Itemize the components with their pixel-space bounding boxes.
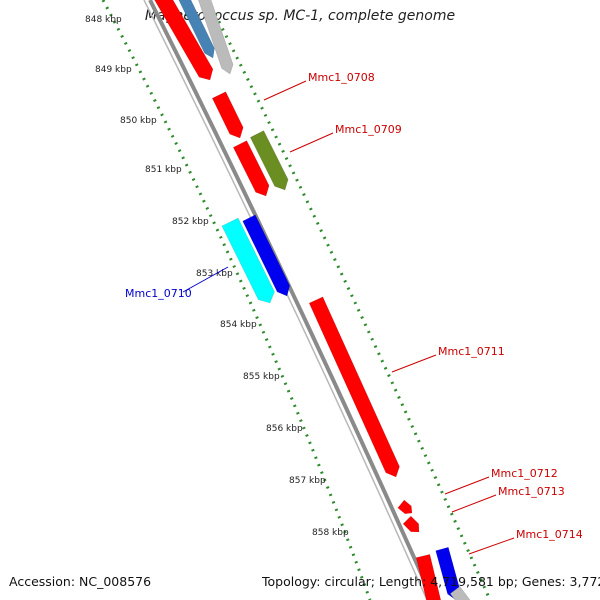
gene-box-mmc1-0710-cyan (221, 217, 275, 304)
gene-track (154, 0, 471, 600)
backbone-line-inner (143, 0, 428, 600)
gene-box-mmc1-0711 (308, 296, 400, 478)
leader-line-mmc1-0714 (468, 537, 515, 555)
gene-label-mmc1-0709[interactable]: Mmc1_0709 (335, 123, 402, 136)
gene-box-mmc1-0712 (397, 499, 413, 515)
kbp-ruler-2 (206, 0, 492, 600)
gene-label-mmc1-0710[interactable]: Mmc1_0710 (125, 287, 192, 300)
kbp-tick-label: 848 kbp (85, 15, 122, 25)
gene-box-top-gray (198, 0, 234, 75)
gene-box-mmc1-0708 (211, 91, 244, 139)
kbp-tick-label: 849 kbp (95, 65, 132, 75)
leader-line-mmc1-0711 (391, 354, 437, 373)
gene-label-mmc1-0714[interactable]: Mmc1_0714 (516, 528, 583, 541)
kbp-tick-label: 855 kbp (243, 372, 280, 382)
gene-box-mmc1-0710-blue (242, 214, 291, 297)
gene-box-bottom-gray (449, 585, 471, 600)
leader-line-mmc1-0708 (263, 80, 307, 101)
backbone-line-outer (148, 0, 435, 600)
kbp-tick-label: 854 kbp (220, 320, 257, 330)
leader-line-mmc1-0709 (289, 132, 334, 153)
gene-box-top-steel (178, 0, 215, 59)
kbp-tick-label: 856 kbp (266, 424, 303, 434)
gene-label-mmc1-0712[interactable]: Mmc1_0712 (491, 467, 558, 480)
gene-box-bottom-red (415, 554, 442, 600)
kbp-tick-label: 851 kbp (145, 165, 182, 175)
kbp-tick-label: 858 kbp (312, 528, 349, 538)
map-title: Magnetococcus sp. MC-1, complete genome (144, 8, 456, 24)
topology-text: Topology: circular; Length: 4,719,581 bp… (262, 574, 600, 589)
kbp-ruler-1 (101, 0, 372, 600)
gene-box-top-red (154, 0, 214, 81)
gene-box-mmc1-0709-b (249, 130, 289, 191)
gene-box-mmc1-0709-a (232, 140, 270, 197)
kbp-tick-label: 850 kbp (120, 116, 157, 126)
leader-line-mmc1-0712 (444, 476, 490, 495)
gene-label-mmc1-0711[interactable]: Mmc1_0711 (438, 345, 505, 358)
genome-backbone (143, 0, 435, 600)
leader-line-mmc1-0713 (451, 494, 497, 513)
leader-line-mmc1-0710 (182, 266, 229, 293)
gene-label-mmc1-0708[interactable]: Mmc1_0708 (308, 71, 375, 84)
gene-label-mmc1-0713[interactable]: Mmc1_0713 (498, 485, 565, 498)
gene-box-mmc1-0713 (402, 515, 420, 533)
gene-labels: Mmc1_0708 Mmc1_0709 Mmc1_0710 Mmc1_0711 Mmc1… (125, 71, 583, 555)
kbp-tick-label: 857 kbp (289, 476, 326, 486)
accession-text: Accession: NC_008576 (9, 574, 152, 589)
kbp-tick-label: 852 kbp (172, 217, 209, 227)
